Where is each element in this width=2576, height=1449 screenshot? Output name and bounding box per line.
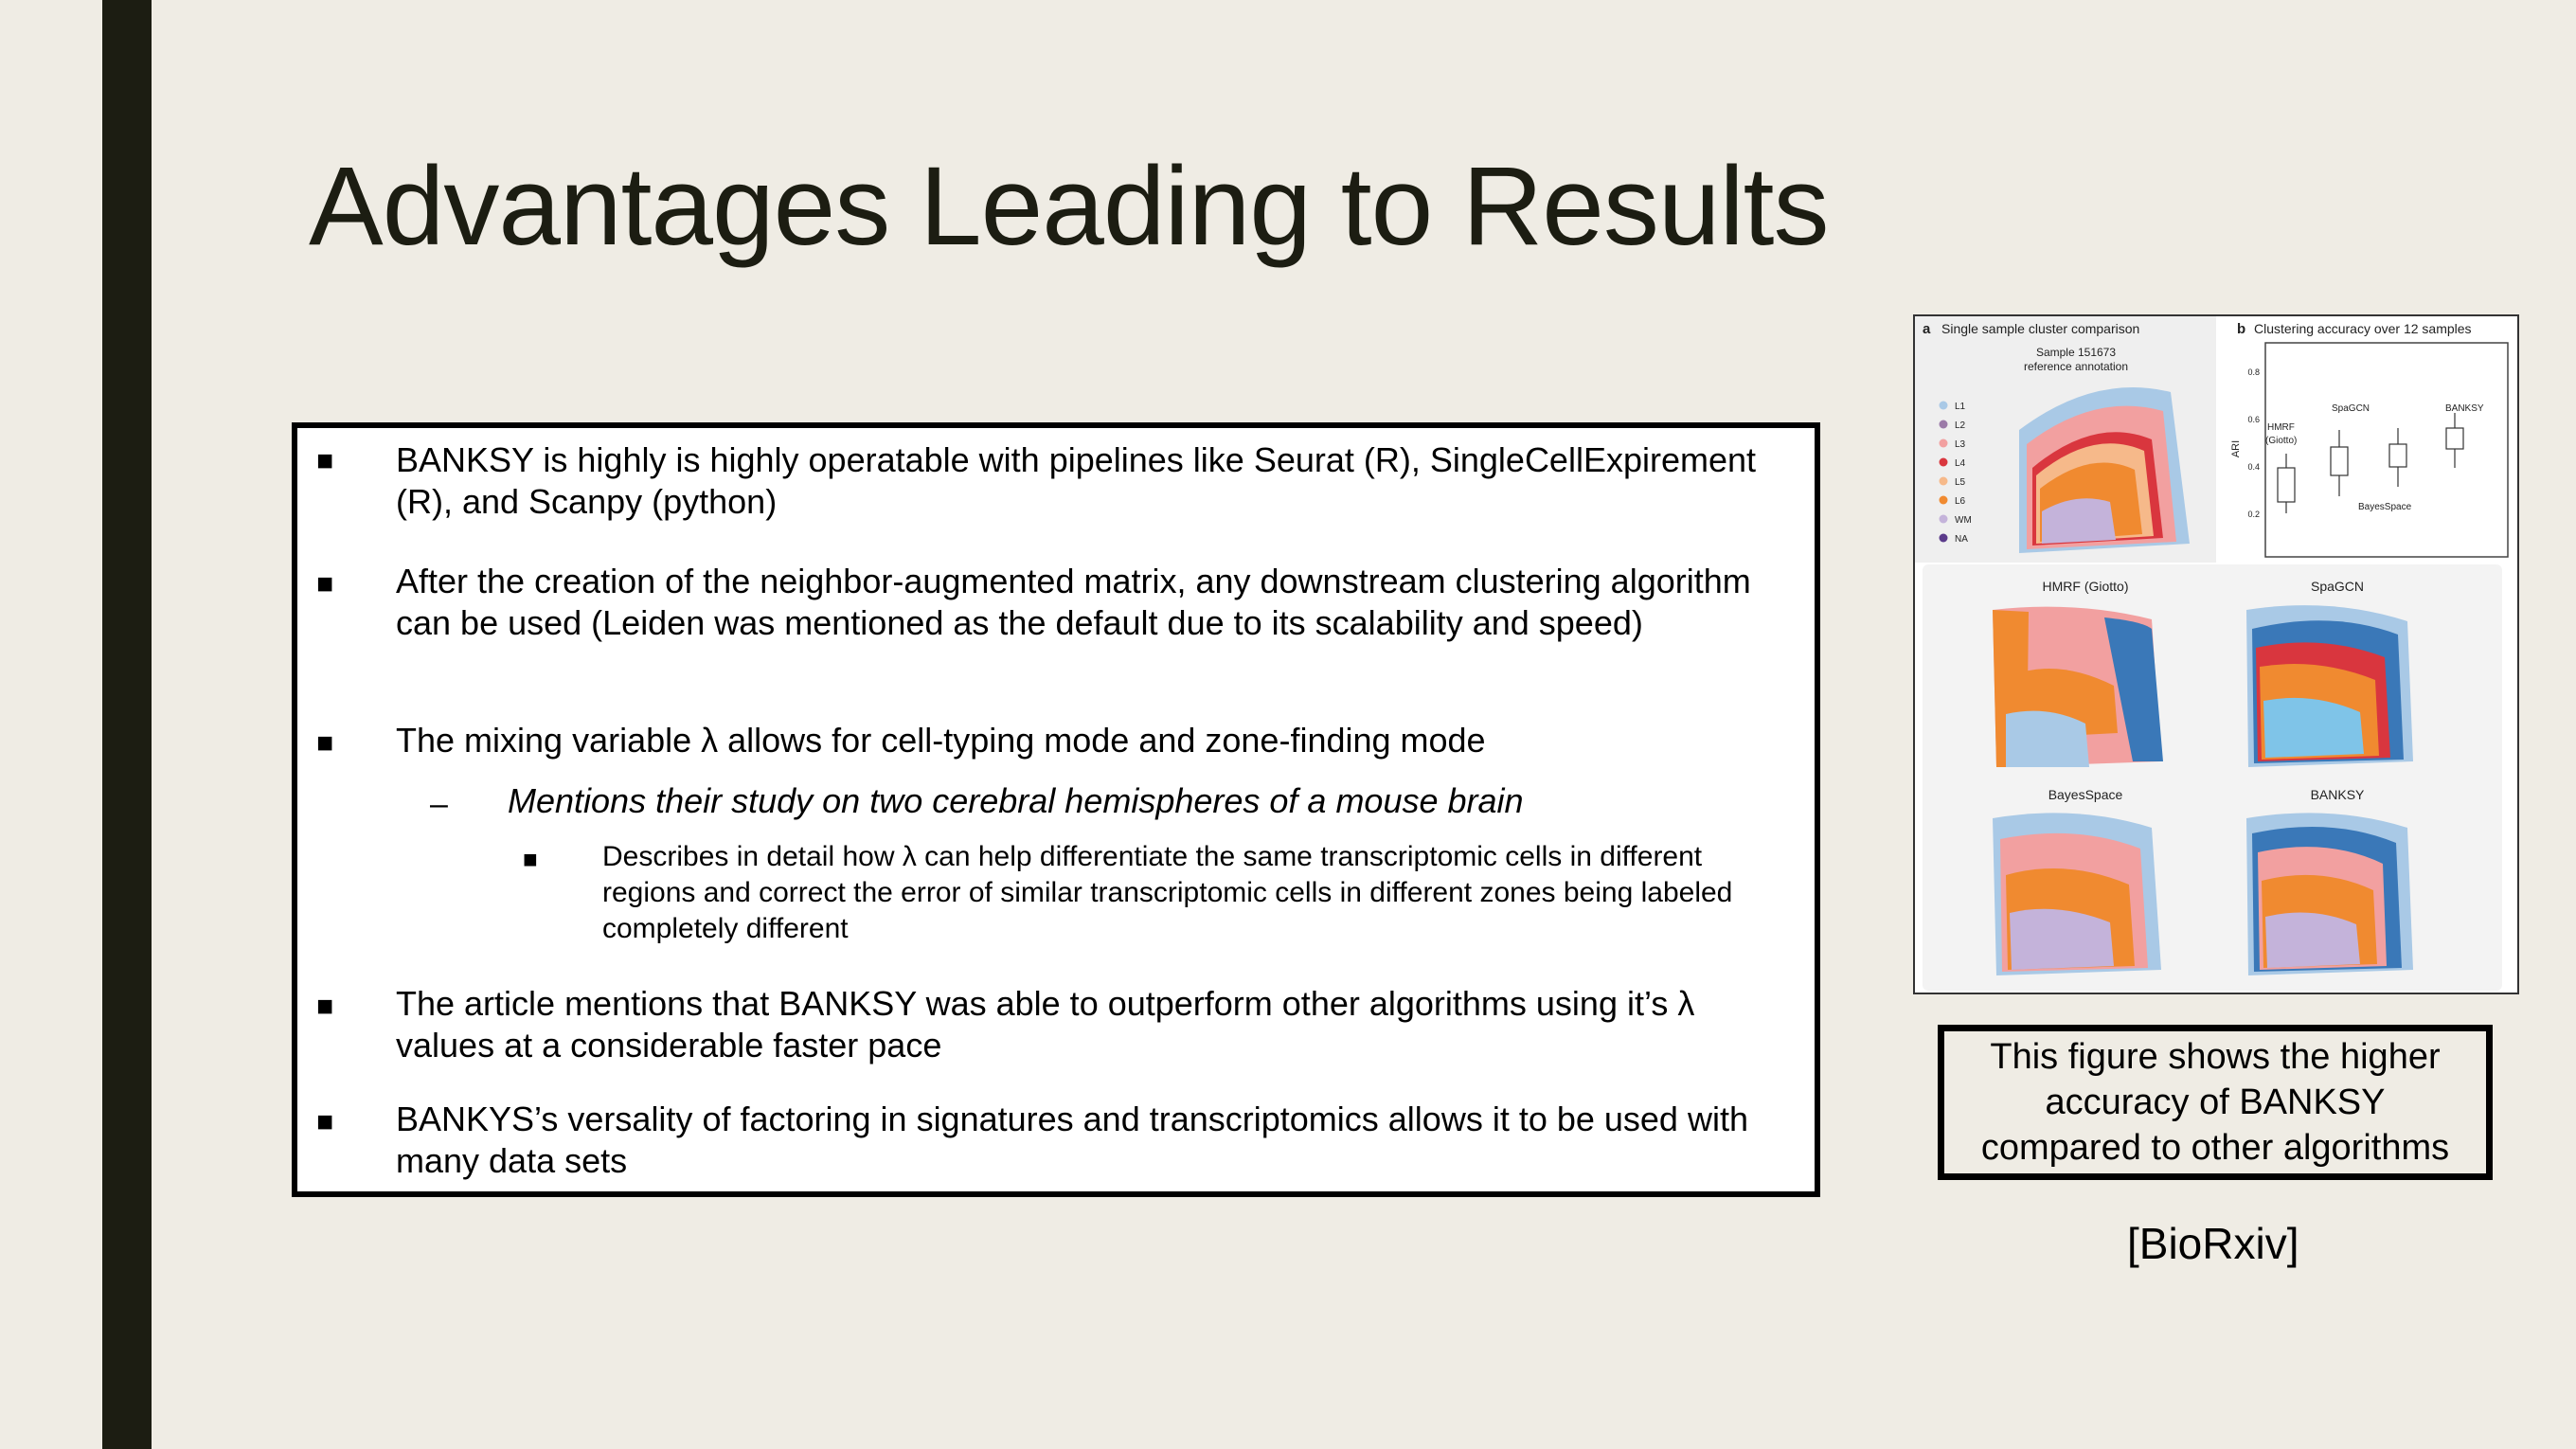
ari-axis-label: ARI	[2230, 440, 2242, 457]
results-figure: a Single sample cluster comparison Sampl…	[1913, 314, 2519, 994]
legend-label: L3	[1955, 439, 1966, 450]
legend-label: L2	[1955, 420, 1966, 431]
legend-swatch	[1939, 401, 1948, 410]
method-label-banksy: BANKSY	[2445, 403, 2484, 414]
legend-label: L6	[1955, 496, 1966, 507]
y-tick: 0.2	[2247, 510, 2260, 519]
legend-swatch	[1939, 533, 1948, 543]
method-label-hmrf-sub: (Giotto)	[2265, 436, 2297, 446]
bullet-versatility: BANKYS’s versality of factoring in signa…	[396, 1100, 1748, 1180]
bayesspace-cluster-map	[1993, 813, 2161, 975]
left-accent-bar	[102, 0, 152, 1449]
bullet-marker: ■	[316, 727, 334, 759]
bullet-downstream-clustering: After the creation of the neighbor-augme…	[396, 562, 1751, 642]
map-title-spagcn: SpaGCN	[2311, 579, 2364, 594]
legend-swatch	[1939, 457, 1948, 467]
ari-boxplots	[2277, 413, 2464, 513]
legend-label: NA	[1955, 534, 1968, 545]
bullet-marker: ■	[316, 1106, 334, 1137]
panel-b-title: Clustering accuracy over 12 samples	[2254, 321, 2472, 336]
bullet-box: ■ BANKSY is highly is highly operatable …	[292, 422, 1820, 1197]
sub-bullet-marker: –	[430, 786, 448, 822]
method-label-bayesspace: BayesSpace	[2358, 502, 2412, 512]
bullet-marker: ■	[316, 568, 334, 599]
reference-annotation-map	[2019, 387, 2190, 553]
bullet-outperform: The article mentions that BANKSY was abl…	[396, 984, 1695, 1064]
method-label-hmrf: HMRF	[2267, 422, 2295, 433]
legend-label: WM	[1955, 515, 1972, 526]
y-tick: 0.8	[2247, 367, 2260, 377]
bullet-interoperability: BANKSY is highly is highly operatable wi…	[396, 440, 1757, 521]
caption-text: This figure shows the higher accuracy of…	[1980, 1037, 2450, 1168]
sub-bullet-mouse-brain: Mentions their study on two cerebral hem…	[508, 781, 1524, 820]
figure-source: [BioRxiv]	[2127, 1219, 2299, 1268]
legend-label: L5	[1955, 477, 1966, 488]
legend-swatch	[1939, 420, 1948, 429]
subsub-bullet-marker: ■	[523, 845, 538, 873]
panel-a-title: Single sample cluster comparison	[1941, 321, 2139, 336]
spagcn-cluster-map	[2246, 605, 2413, 767]
bullet-mixing-variable: The mixing variable λ allows for cell-ty…	[396, 721, 1486, 760]
y-tick: 0.6	[2247, 415, 2260, 424]
legend-swatch	[1939, 476, 1948, 486]
bullet-marker: ■	[316, 445, 334, 476]
hmrf-cluster-map	[1993, 606, 2163, 767]
map-title-banksy: BANKSY	[2311, 787, 2365, 802]
cluster-legend: L1 L2 L3 L4 L5 L6 WM NA	[1939, 401, 1972, 545]
banksy-cluster-map	[2246, 813, 2413, 975]
ari-plot-frame	[2264, 342, 2509, 558]
subsub-bullet-lambda-detail: Describes in detail how λ can help diffe…	[602, 841, 1733, 944]
bullet-marker: ■	[316, 991, 334, 1022]
legend-label: L4	[1955, 458, 1966, 469]
legend-swatch	[1939, 495, 1948, 505]
legend-label: L1	[1955, 402, 1966, 412]
panel-b-label: b	[2237, 321, 2245, 337]
legend-swatch	[1939, 514, 1948, 524]
figure-caption: This figure shows the higher accuracy of…	[1938, 1025, 2493, 1180]
panel-a-subtitle-1: Sample 151673	[2036, 346, 2116, 359]
method-label-spagcn: SpaGCN	[2332, 403, 2370, 414]
map-title-bayesspace: BayesSpace	[2048, 787, 2123, 802]
y-tick: 0.4	[2247, 462, 2260, 472]
legend-swatch	[1939, 438, 1948, 448]
panel-a-label: a	[1923, 321, 1931, 337]
map-title-hmrf: HMRF (Giotto)	[2043, 579, 2129, 594]
slide-title: Advantages Leading to Results	[309, 144, 1829, 269]
panel-a-subtitle-2: reference annotation	[2024, 360, 2128, 373]
